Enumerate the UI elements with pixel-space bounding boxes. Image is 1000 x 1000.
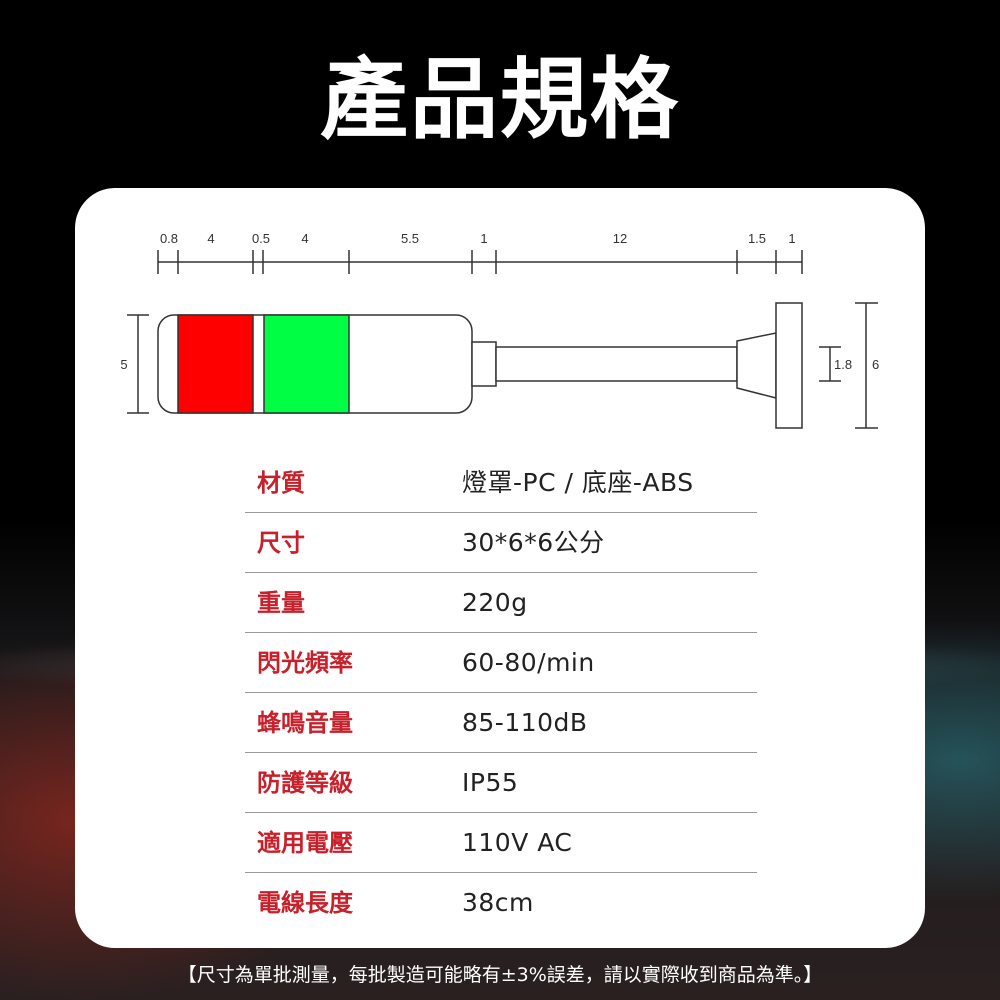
base-cone [736,332,777,399]
height-dimension-label: 5 [120,357,127,372]
stem-dimension-label: 1.8 [834,357,852,372]
spec-label: 材質 [257,469,305,497]
red-light-segment [177,314,254,414]
spec-label: 尺寸 [257,529,305,557]
spec-label: 電線長度 [257,889,353,917]
spec-value: 85-110dB [462,708,588,737]
spec-value: 220g [462,588,528,617]
spec-row: 電線長度 38cm [245,873,757,933]
spec-label: 適用電壓 [257,829,353,857]
top-dimension-label: 1 [788,231,795,246]
spec-row: 材質 燈罩-PC / 底座-ABS [245,453,757,513]
green-light-segment [263,314,350,414]
spec-row: 閃光頻率 60-80/min [245,633,757,693]
row-divider [245,872,757,873]
top-dimension-label: 0.5 [252,231,270,246]
disclaimer-footer: 【尺寸為單批測量，每批製造可能略有±3%誤差，請以實際收到商品為準。】 [177,964,823,986]
spec-row: 適用電壓 110V AC [245,813,757,873]
connector [471,341,497,387]
spec-value: 30*6*6公分 [462,528,605,557]
spec-label: 防護等級 [257,769,353,797]
spec-label: 重量 [257,589,305,617]
page-title: 產品規格 [319,48,680,151]
row-divider [245,752,757,753]
stem-dimension [819,346,841,382]
row-divider [245,572,757,573]
top-dimension-label: 5.5 [401,231,419,246]
top-dimension-label: 4 [207,231,214,246]
spec-value: 60-80/min [462,648,595,677]
row-divider [245,812,757,813]
row-divider [245,512,757,513]
spec-row: 防護等級 IP55 [245,753,757,813]
spec-row: 尺寸 30*6*6公分 [245,513,757,573]
spec-value: 38cm [462,888,534,917]
base-dimension [855,302,878,429]
row-divider [245,632,757,633]
base-dimension-label: 6 [872,357,879,372]
spec-row: 蜂鳴音量 85-110dB [245,693,757,753]
spec-value: IP55 [462,768,519,797]
height-dimension [127,314,149,414]
base-plate [775,302,803,429]
row-divider [245,692,757,693]
top-dimension-label: 12 [613,231,627,246]
spec-label: 蜂鳴音量 [257,709,353,737]
top-dimension-label: 1.5 [748,231,766,246]
spec-label: 閃光頻率 [257,649,353,677]
top-dimension-label: 0.8 [160,231,178,246]
top-dimension-label: 4 [301,231,308,246]
spec-row: 重量 220g [245,573,757,633]
spec-value: 燈罩-PC / 底座-ABS [462,468,694,497]
pole [495,346,738,382]
spec-value: 110V AC [462,828,573,857]
top-dimension-label: 1 [480,231,487,246]
